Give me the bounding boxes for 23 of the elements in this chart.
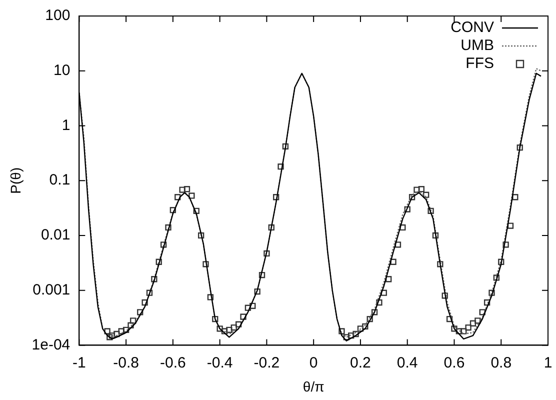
x-tick-label: -0.6 [160,354,186,372]
y-axis-title: P(θ) [7,167,24,194]
x-tick-label: 0.8 [490,354,512,372]
x-axis-title: θ/π [302,378,325,394]
y-tick-label: 0.1 [49,172,70,189]
legend-label: FFS [466,55,494,72]
x-tick-label: 0.4 [396,354,418,372]
legend-label: CONV [450,19,494,36]
x-tick-label: 0.2 [350,354,371,372]
y-tick-label: 0.001 [32,281,70,298]
y-tick-label: 1e-04 [32,336,70,354]
x-tick-label: -0.8 [113,354,139,372]
x-tick-label: 1 [544,354,552,372]
x-tick-label: -0.4 [206,354,233,372]
x-tick-label: 0.6 [444,354,465,372]
y-tick-label: 0.01 [40,226,70,244]
y-tick-label: 1 [62,116,70,134]
x-tick-label: -0.2 [254,354,280,372]
x-tick-label: -1 [72,354,86,372]
y-tick-label: 100 [45,7,70,24]
legend-label: UMB [460,37,494,54]
x-tick-label: 0 [309,354,318,372]
y-tick-label: 10 [53,62,70,80]
